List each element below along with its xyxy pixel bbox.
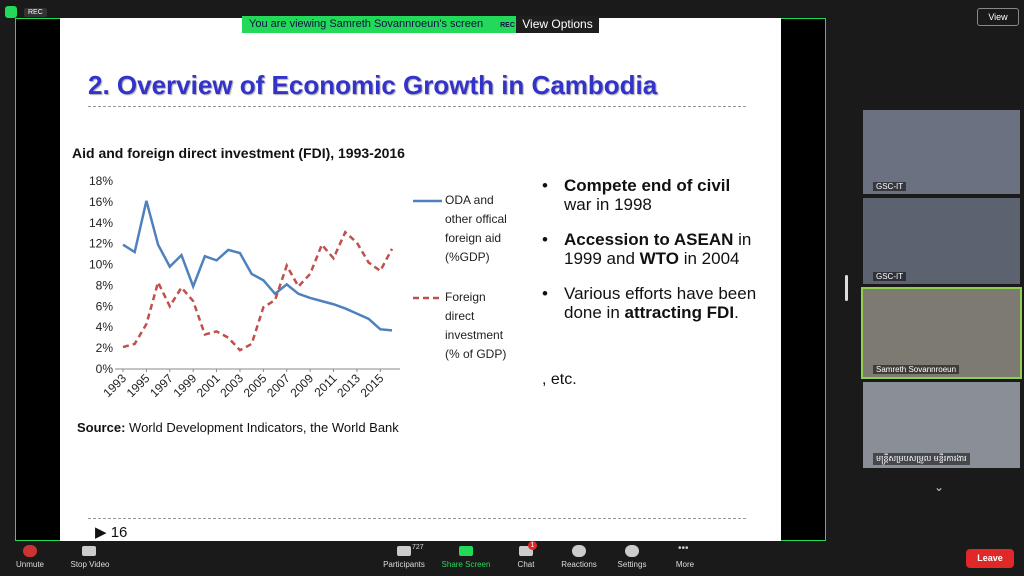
etc: , etc.: [542, 371, 577, 388]
x-tick-label: 2013: [334, 371, 363, 400]
stop-video-button[interactable]: Stop Video: [70, 560, 110, 569]
participant-name: GSC-IT: [873, 182, 907, 191]
participants-icon[interactable]: [397, 546, 411, 556]
participant-name: GSC-IT: [873, 272, 907, 281]
x-tick-label: 1999: [171, 371, 200, 400]
divider: [88, 518, 746, 519]
share-screen-button[interactable]: Share Screen: [441, 560, 491, 569]
bullet-text: in 1999 and: [564, 230, 752, 268]
bullet-text: .: [734, 303, 739, 322]
more-button[interactable]: More: [675, 560, 695, 569]
security-icon[interactable]: [5, 6, 17, 18]
y-tick-label: 16%: [89, 195, 113, 209]
toolbar: [0, 541, 1024, 576]
x-tick-label: 2015: [358, 371, 387, 400]
y-tick-label: 4%: [96, 320, 114, 334]
x-tick-label: 2011: [311, 371, 339, 399]
video-icon[interactable]: [82, 546, 96, 556]
data-line: [122, 200, 393, 332]
chart-title: Aid and foreign direct investment (FDI),…: [72, 145, 405, 161]
bullet-text: Accession to ASEAN: [564, 230, 734, 249]
view-options-button[interactable]: View Options ⌄: [516, 16, 599, 48]
slide-title: 2. Overview of Economic Growth in Cambod…: [88, 70, 658, 100]
chat-badge: 1: [528, 541, 537, 550]
y-tick-label: 8%: [96, 278, 114, 292]
plot-frame: [115, 181, 400, 369]
x-tick-label: 1997: [147, 371, 176, 400]
y-tick-label: 10%: [89, 258, 113, 272]
leave-button[interactable]: Leave: [966, 549, 1014, 568]
bullet-text: Various efforts have been done in: [564, 284, 757, 322]
source-text: World Development Indicators, the World …: [129, 420, 399, 435]
bullet: Compete end of civil war in 1998: [540, 176, 760, 214]
source: Source: World Development Indicators, th…: [77, 420, 399, 435]
settings-icon[interactable]: [625, 545, 639, 557]
unmute-button[interactable]: Unmute: [15, 560, 44, 569]
x-tick-label: 2005: [241, 371, 270, 400]
bullet-text: Compete end of civil: [564, 176, 731, 195]
y-tick-label: 6%: [96, 299, 114, 313]
slide: 2. Overview of Economic Growth in Cambod…: [60, 18, 781, 541]
participant-tile[interactable]: Samreth Sovannroeun: [861, 287, 1022, 379]
reactions-button[interactable]: Reactions: [561, 560, 597, 569]
x-tick-label: 2001: [194, 371, 223, 400]
x-tick-label: 2003: [217, 371, 246, 400]
page-number-text: 16: [110, 524, 128, 541]
participants-button[interactable]: Participants: [383, 560, 425, 569]
chat-button[interactable]: Chat: [517, 560, 535, 569]
bullet-text: attracting FDI: [624, 303, 735, 322]
participant-tile[interactable]: មន្ត្រីសម្របសម្រួល មន្ទីរការងារ: [863, 382, 1020, 468]
view-label: View: [988, 12, 1008, 22]
banner-rec: REC: [500, 22, 515, 29]
view-button[interactable]: View: [977, 8, 1019, 26]
data-line: [122, 230, 394, 352]
recording-indicator: REC: [24, 8, 47, 17]
x-tick-label: 2007: [264, 371, 293, 400]
banner-text: You are viewing Samreth Sovannroeun's sc…: [249, 18, 484, 30]
y-tick-label: 14%: [89, 216, 113, 230]
divider: [88, 106, 746, 107]
splitter[interactable]: [845, 275, 848, 301]
bullet: Accession to ASEAN in 1999 and WTO in 20…: [540, 230, 760, 268]
chat-icon[interactable]: [519, 546, 533, 556]
y-tick-label: 18%: [89, 174, 113, 188]
participant-tile[interactable]: GSC-IT: [863, 110, 1020, 194]
chart: 0%2%4%6%8%10%12%14%16%18%199319951997199…: [89, 174, 442, 400]
mic-icon[interactable]: [23, 545, 37, 557]
share-icon[interactable]: [459, 546, 473, 556]
bullet-text: in 2004: [679, 249, 740, 268]
x-tick-label: 2009: [287, 371, 316, 400]
settings-button[interactable]: Settings: [617, 560, 647, 569]
source-label: Source:: [77, 420, 126, 435]
x-tick-label: 1995: [124, 371, 153, 400]
legend-label: ODA and other offical foreign aid (%GDP): [445, 193, 507, 264]
legend-label: Foreign direct investment (% of GDP): [445, 290, 507, 361]
reactions-icon[interactable]: [572, 545, 586, 557]
bullet: Various efforts have been done in attrac…: [540, 284, 760, 322]
participant-name: Samreth Sovannroeun: [873, 365, 960, 374]
page-number: ▶ 16: [95, 524, 128, 541]
bullet-list: Compete end of civil war in 1998 Accessio…: [540, 176, 760, 338]
viewing-banner: You are viewing Samreth Sovannroeun's sc…: [242, 16, 516, 33]
participant-tile[interactable]: GSC-IT: [863, 198, 1020, 284]
bullet-text: WTO: [639, 249, 679, 268]
scroll-down[interactable]: ⌄: [934, 480, 945, 494]
y-tick-label: 2%: [96, 341, 114, 355]
participant-name: មន្ត្រីសម្របសម្រួល មន្ទីរការងារ: [873, 453, 970, 465]
participant-count: 727: [412, 544, 424, 551]
y-tick-label: 0%: [96, 362, 114, 376]
more-icon[interactable]: •••: [678, 543, 689, 554]
bullet-text: war in 1998: [564, 195, 652, 214]
y-tick-label: 12%: [89, 237, 113, 251]
view-options-label: View Options: [522, 17, 593, 31]
